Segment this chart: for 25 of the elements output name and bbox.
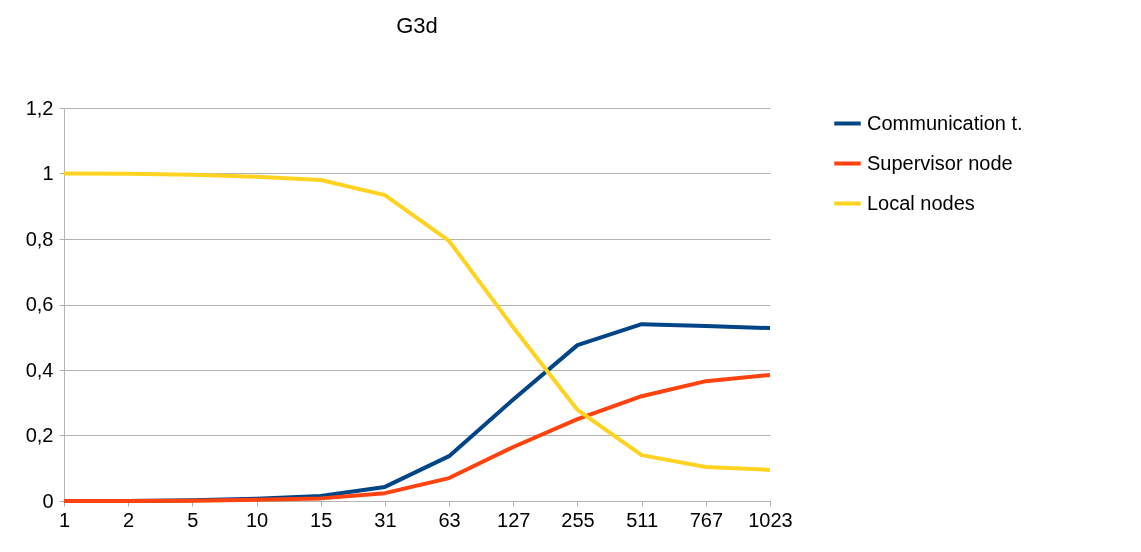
legend-label: Supervisor node — [867, 151, 1013, 174]
x-tick-label: 15 — [310, 508, 333, 531]
legend-label: Local nodes — [867, 191, 975, 214]
x-tick-label: 767 — [689, 508, 724, 531]
chart-title: G3d — [396, 13, 438, 38]
x-tick-label: 10 — [245, 508, 269, 531]
y-tick-label: 0,2 — [25, 424, 54, 446]
y-tick-label: 1,2 — [25, 96, 54, 119]
y-tick-label: 0,4 — [25, 358, 54, 381]
x-tick-label: 5 — [187, 508, 199, 531]
legend-label: Communication t. — [867, 111, 1023, 134]
y-tick-label: 0,8 — [25, 227, 54, 250]
y-tick-label: 0 — [42, 489, 54, 512]
x-tick-label: 1023 — [748, 508, 793, 531]
y-tick-label: 0,6 — [25, 293, 54, 315]
line-series — [62, 171, 772, 472]
x-tick-label: 31 — [374, 508, 397, 531]
x-tick-label: 511 — [626, 508, 659, 531]
x-tick-label: 127 — [497, 508, 531, 531]
x-tick-label: 2 — [123, 508, 135, 531]
x-tick-label: 63 — [438, 508, 461, 531]
x-tick-label: 1 — [58, 508, 71, 531]
y-tick-label: 1 — [42, 162, 54, 184]
x-tick-label: 255 — [561, 508, 595, 531]
line-series — [62, 372, 772, 503]
